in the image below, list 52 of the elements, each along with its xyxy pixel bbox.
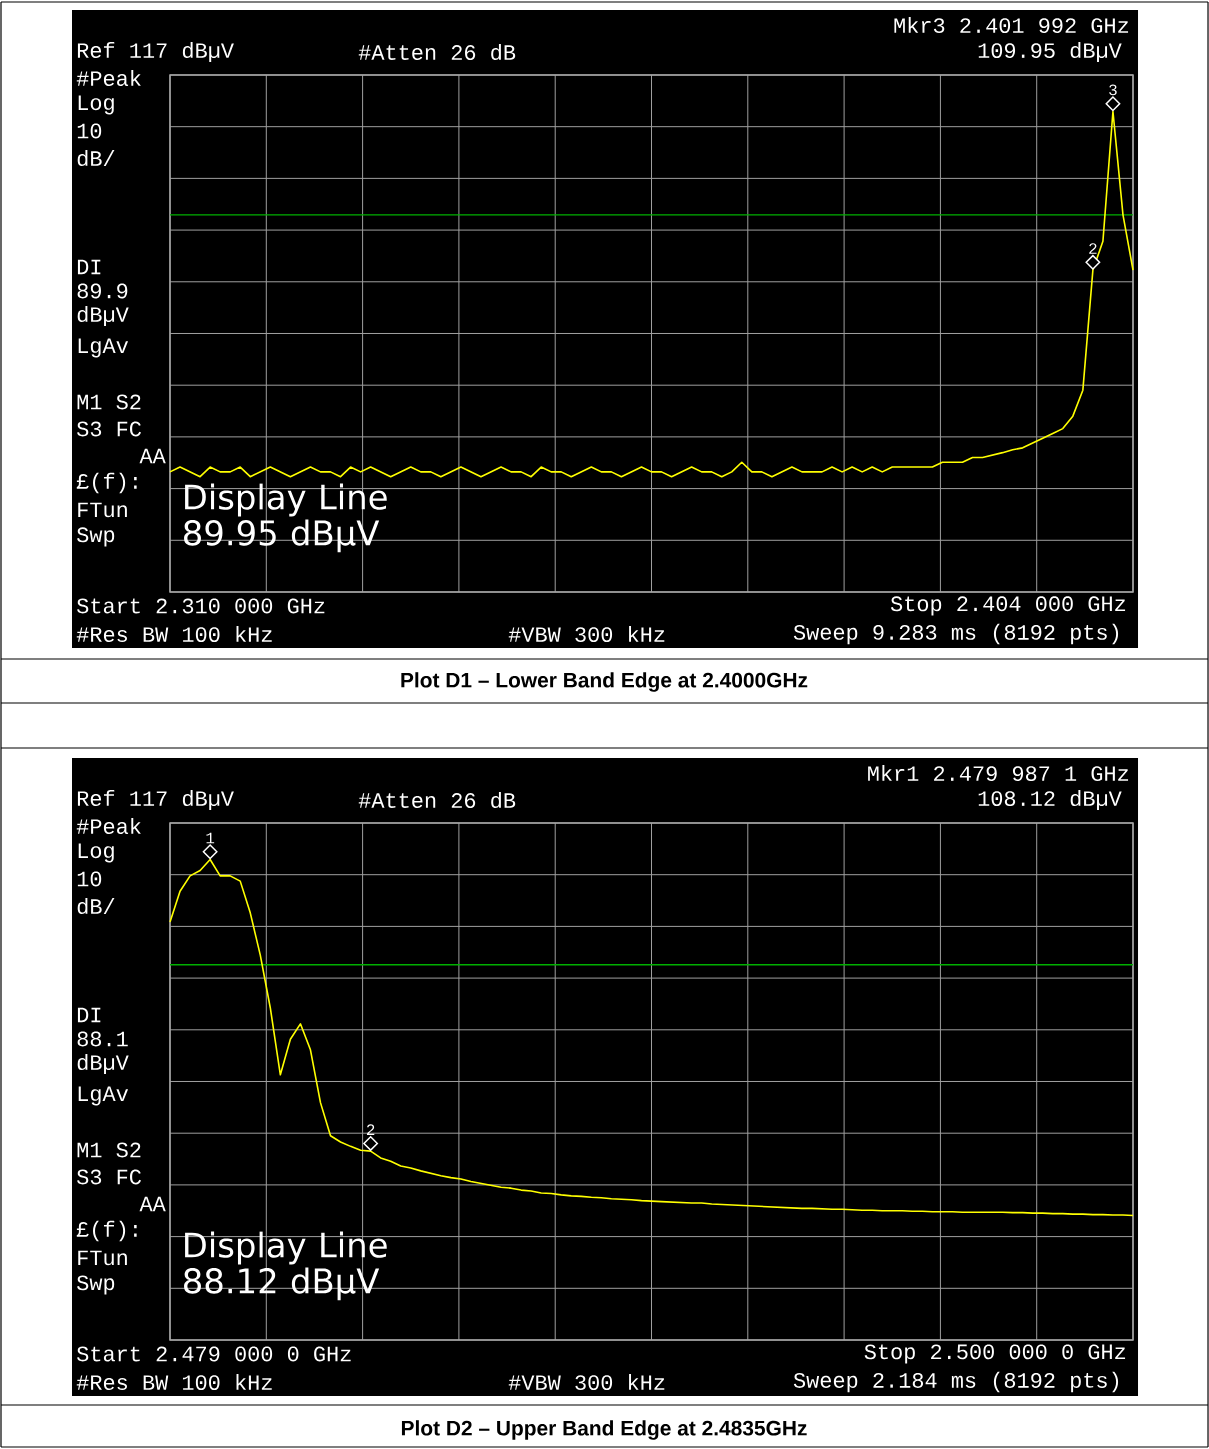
text: Stop 2.404 000 GHz xyxy=(890,596,1126,616)
annotation: 3 xyxy=(1109,84,1117,96)
text: dBµV xyxy=(77,1053,129,1075)
text: Sweep 2.184 ms (8192 pts) xyxy=(793,1371,1119,1393)
text: 10 xyxy=(77,871,102,887)
text: Ref 117 dBµV xyxy=(77,789,234,811)
text: S3 FC xyxy=(77,1169,142,1185)
text: Stop 2.500 000 0 GHz xyxy=(864,1344,1126,1364)
text: LgAv xyxy=(78,338,129,358)
text: Plot D1 – Lower Band Edge at 2.4000GHz xyxy=(401,672,808,692)
text: Plot D2 – Upper Band Edge at 2.4835GHz xyxy=(401,1420,807,1440)
text: #Peak xyxy=(76,817,141,835)
annotation: 1 xyxy=(206,832,215,844)
text: Start 2.479 000 0 GHz xyxy=(77,1346,351,1362)
text: Start 2.310 000 GHz xyxy=(77,598,325,614)
text: 109.95 dBµV xyxy=(978,41,1122,63)
text: dB/ xyxy=(77,897,115,915)
text: Sweep 9.283 ms (8192 pts) xyxy=(793,623,1119,645)
text: Mkr1 2.479 987 1 GHz xyxy=(868,764,1129,782)
text: Ref 117 dBµV xyxy=(77,41,234,63)
text: 10 xyxy=(77,123,102,139)
text: M1 S2 xyxy=(77,1142,141,1158)
text: dB/ xyxy=(77,149,115,167)
text: FTun xyxy=(78,502,127,518)
text: £(f): xyxy=(76,1220,137,1242)
text: FTun xyxy=(78,1250,127,1266)
text: Log xyxy=(78,95,114,115)
text: #VBW 300 kHz xyxy=(508,1373,665,1391)
text: S3 FC xyxy=(77,421,142,437)
text: Swp xyxy=(77,1275,115,1295)
text: Mkr3 2.401 992 GHz xyxy=(894,16,1129,34)
text: dBµV xyxy=(77,305,129,327)
text: £(f): xyxy=(76,472,137,494)
text: #Peak xyxy=(76,69,141,87)
text: #Res BW 100 kHz xyxy=(76,625,272,643)
text: AA xyxy=(139,1196,166,1212)
text: #VBW 300 kHz xyxy=(508,625,665,643)
text: AA xyxy=(139,448,166,464)
text: 88.1 xyxy=(77,1031,128,1047)
text: #Atten 26 dB xyxy=(358,791,516,809)
text: 89.9 xyxy=(77,283,128,299)
text: 108.12 dBµV xyxy=(978,789,1122,811)
annotation: 2 xyxy=(1089,243,1097,254)
text: DI xyxy=(77,259,101,275)
text: LgAv xyxy=(78,1086,129,1106)
text: #Atten 26 dB xyxy=(358,43,516,61)
annotation: 2 xyxy=(366,1124,375,1135)
text: DI xyxy=(77,1007,101,1023)
text: Log xyxy=(78,843,114,863)
text: #Res BW 100 kHz xyxy=(76,1373,272,1391)
text: Swp xyxy=(77,527,115,547)
text: M1 S2 xyxy=(77,394,141,410)
